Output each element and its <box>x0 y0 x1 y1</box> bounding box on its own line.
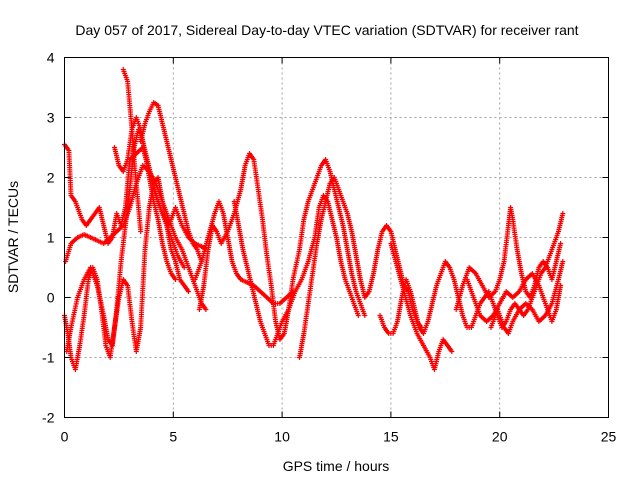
x-tick-label: 15 <box>383 429 399 445</box>
data-track <box>112 115 178 282</box>
x-tick-label: 10 <box>274 429 290 445</box>
y-tick-label: -2 <box>42 410 55 426</box>
y-tick-label: 4 <box>47 50 55 66</box>
x-tick-label: 0 <box>61 429 69 445</box>
x-tick-label: 20 <box>492 429 508 445</box>
y-axis-label: SDTVAR / TECUs <box>5 181 21 293</box>
data-track <box>297 175 424 360</box>
y-tick-label: 0 <box>47 290 55 306</box>
data-track <box>488 259 566 336</box>
chart-title: Day 057 of 2017, Sidereal Day-to-day VTE… <box>75 22 578 38</box>
y-tick-label: 2 <box>47 170 55 186</box>
x-axis-label: GPS time / hours <box>283 458 390 474</box>
axis-ticks: 0 5 10 15 20 25 -2 -1 0 1 2 3 4 <box>42 50 616 445</box>
y-tick-label: 3 <box>47 110 55 126</box>
data-track <box>196 151 368 342</box>
x-tick-label: 25 <box>601 429 617 445</box>
data-series-sdtvar <box>62 67 566 372</box>
data-track <box>388 241 455 372</box>
x-tick-label: 5 <box>169 429 177 445</box>
y-tick-label: 1 <box>47 230 55 246</box>
data-track <box>231 193 361 348</box>
y-tick-label: -1 <box>42 350 55 366</box>
